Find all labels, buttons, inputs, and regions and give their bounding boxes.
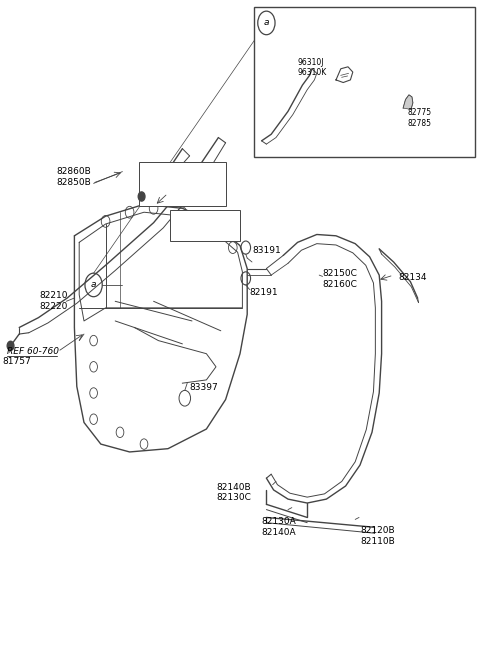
Text: 83191: 83191 [252,246,281,255]
Text: 83397: 83397 [190,383,218,392]
Text: 82140B
82130C: 82140B 82130C [216,483,251,502]
Bar [139,162,226,206]
Text: 85858C: 85858C [158,192,193,201]
Text: a: a [91,280,96,290]
Text: 96310J
96310K: 96310J 96310K [298,58,327,77]
Text: 82210
82220: 82210 82220 [39,291,68,311]
Text: REF 60-760: REF 60-760 [7,347,59,356]
Text: 81757: 81757 [2,357,31,366]
Text: 82150C
82160C: 82150C 82160C [323,269,358,289]
Text: 82775
82785: 82775 82785 [408,108,432,128]
Circle shape [277,136,282,143]
Text: 82120B
82110B: 82120B 82110B [360,526,395,546]
Text: 82130A
82140A: 82130A 82140A [262,517,296,537]
Bar [254,7,475,157]
Text: 82215: 82215 [158,189,187,198]
Text: X82910
X82920: X82910 X82920 [144,172,179,191]
Bar [170,210,240,241]
Text: 82860B
82850B: 82860B 82850B [57,167,91,187]
Circle shape [7,341,14,350]
Text: 82134: 82134 [398,272,427,282]
Text: 82920
82910: 82920 82910 [174,215,203,235]
Text: a: a [264,18,269,28]
Circle shape [138,192,145,201]
Text: 82191: 82191 [250,288,278,297]
Polygon shape [403,95,413,109]
